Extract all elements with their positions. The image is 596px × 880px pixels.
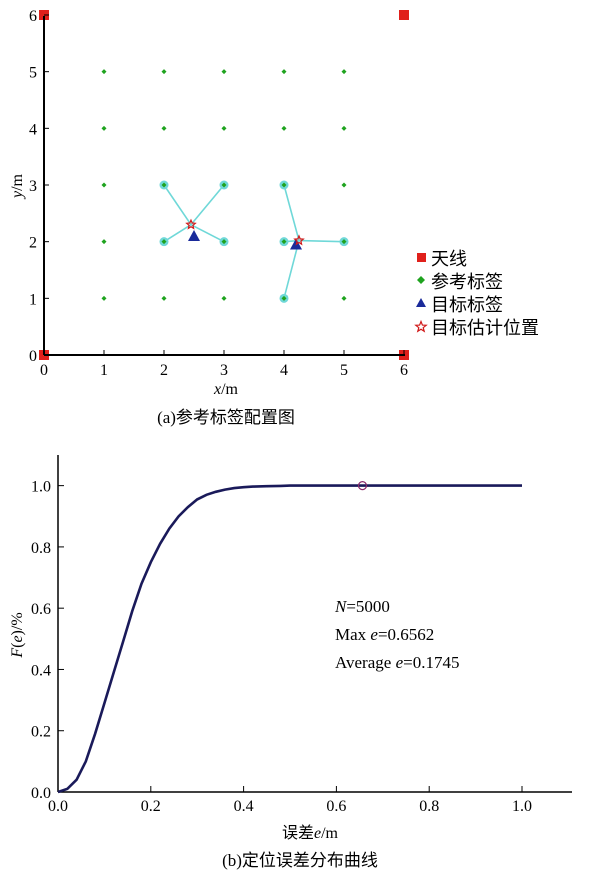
antenna — [399, 10, 409, 20]
y-tick-label: 0.4 — [31, 662, 51, 679]
neighbor-link — [283, 184, 300, 241]
x-tick-label: 3 — [220, 362, 228, 379]
reference-tag — [221, 182, 227, 188]
caption-b: (b)定位误差分布曲线 — [222, 851, 378, 870]
reference-tag — [101, 239, 107, 245]
y-tick-label: 0.2 — [31, 724, 51, 741]
estimated-position — [185, 218, 197, 230]
y-tick-label: 0.8 — [31, 540, 51, 557]
reference-tag-layout-chart: 0 1 2 3 4 5 6 0 1 2 3 4 5 6 y/m x/m (a)参考标签配置图 天线 参考标… — [9, 8, 539, 427]
legend-antenna-label: 天线 — [431, 249, 467, 270]
reference-tag — [341, 295, 347, 301]
reference-tag — [101, 295, 107, 301]
y-tick-label: 0.6 — [31, 601, 51, 618]
x-tick-label: 0.0 — [48, 798, 68, 815]
neighbor-link — [190, 184, 225, 226]
legend-target-icon — [416, 298, 426, 307]
x-axis-label: x/m — [213, 381, 239, 398]
reference-tag — [221, 69, 227, 75]
y-tick-label: 6 — [29, 8, 37, 25]
y-tick-label: 0 — [29, 348, 37, 365]
reference-tag — [341, 182, 347, 188]
neighbor-link — [283, 240, 300, 299]
y-tick-label: 0.0 — [31, 785, 51, 802]
legend: 天线 参考标签 目标标签 目标估计位置 — [414, 249, 539, 339]
axis-ticks: 0.0 0.2 0.4 0.6 0.8 1.0 0.0 0.2 0.4 0.6 0.8 1.0 — [31, 479, 532, 815]
y-tick-label: 4 — [29, 121, 37, 138]
y-tick-label: 2 — [29, 235, 37, 252]
reference-tag — [281, 182, 287, 188]
reference-tag — [281, 69, 287, 75]
reference-tag — [101, 182, 107, 188]
legend-target-label: 目标标签 — [431, 295, 503, 316]
neighbor-link — [190, 223, 225, 243]
x-axis-label: 误差e/m — [282, 824, 339, 842]
legend-estimate-label: 目标估计位置 — [431, 318, 539, 339]
reference-tags — [101, 69, 347, 301]
legend-reference-label: 参考标签 — [431, 272, 503, 293]
x-tick-label: 1 — [100, 362, 108, 379]
reference-tag — [161, 295, 167, 301]
y-tick-label: 1 — [29, 291, 37, 308]
caption-a: (a)参考标签配置图 — [157, 408, 295, 427]
legend-estimate-icon — [414, 319, 428, 333]
neighbor-link — [163, 184, 192, 226]
error-cdf-chart: 0.0 0.2 0.4 0.6 0.8 1.0 0.0 0.2 0.4 0.6 0.8 1.0 N=5… — [9, 455, 572, 870]
annotation-average: Average e=0.1745 — [335, 653, 459, 672]
reference-tag — [161, 69, 167, 75]
reference-tag — [281, 295, 287, 301]
reference-tag — [341, 125, 347, 131]
y-axis-label: F(e)/% — [9, 612, 26, 658]
reference-tag — [101, 125, 107, 131]
neighbor-link — [163, 223, 192, 243]
reference-tag — [221, 239, 227, 245]
legend-reference-icon — [417, 276, 425, 284]
y-tick-label: 1.0 — [31, 479, 51, 496]
reference-tag — [221, 125, 227, 131]
x-tick-label: 0 — [40, 362, 48, 379]
reference-tag — [221, 295, 227, 301]
x-tick-label: 0.6 — [326, 798, 346, 815]
x-tick-label: 5 — [340, 362, 348, 379]
y-axis-label: y/m — [9, 173, 26, 200]
x-tick-label: 2 — [160, 362, 168, 379]
annotation-max: Max e=0.6562 — [335, 625, 434, 644]
neighbor-links — [159, 180, 349, 303]
y-tick-label: 5 — [29, 65, 37, 82]
x-tick-label: 0.4 — [234, 798, 254, 815]
cdf-curve — [57, 484, 522, 794]
reference-tag — [161, 239, 167, 245]
x-tick-label: 1.0 — [512, 798, 532, 815]
reference-tag — [161, 125, 167, 131]
axis-ticks: 0 1 2 3 4 5 6 0 1 2 3 4 5 6 — [29, 8, 408, 379]
reference-tag — [101, 69, 107, 75]
estimated-position — [293, 234, 305, 246]
max-error-marker — [357, 481, 368, 491]
annotation-n: N=5000 — [334, 597, 390, 616]
reference-tag — [161, 182, 167, 188]
neighbor-link — [298, 239, 345, 243]
reference-tag — [281, 125, 287, 131]
reference-tag — [341, 69, 347, 75]
reference-tag — [281, 239, 287, 245]
x-tick-label: 0.2 — [141, 798, 161, 815]
reference-tag — [341, 239, 347, 245]
x-tick-label: 4 — [280, 362, 288, 379]
x-tick-label: 0.8 — [419, 798, 439, 815]
target-tag — [188, 230, 200, 241]
targets — [185, 218, 305, 250]
x-tick-label: 6 — [400, 362, 408, 379]
legend-antenna-icon — [417, 253, 426, 262]
y-tick-label: 3 — [29, 178, 37, 195]
